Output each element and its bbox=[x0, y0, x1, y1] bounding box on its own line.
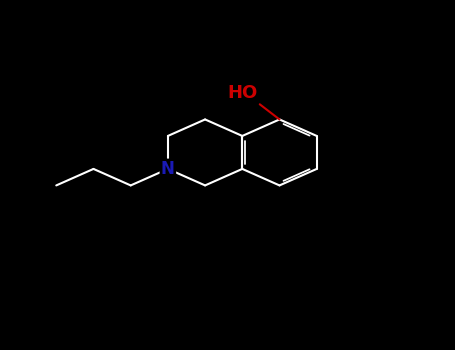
Text: N: N bbox=[161, 160, 175, 178]
Text: HO: HO bbox=[227, 84, 258, 101]
